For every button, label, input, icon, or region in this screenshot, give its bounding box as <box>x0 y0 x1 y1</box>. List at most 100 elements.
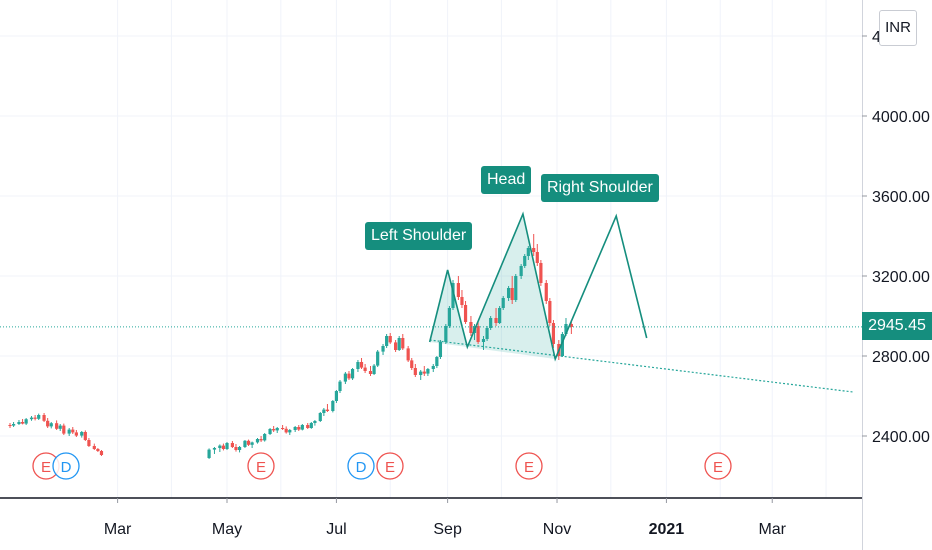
earnings-marker: E <box>376 452 404 480</box>
candle-body <box>523 256 527 266</box>
x-tick-label: Sep <box>433 521 462 538</box>
candle <box>388 333 392 344</box>
candle-body <box>318 413 322 421</box>
candle-body <box>49 423 53 427</box>
candle <box>481 336 486 350</box>
candle-body <box>350 369 355 379</box>
candle <box>506 286 511 301</box>
candle <box>359 358 364 369</box>
candle <box>42 413 46 422</box>
candle <box>318 412 322 422</box>
candle <box>11 422 16 427</box>
candle-body <box>250 442 254 445</box>
candle <box>435 356 439 368</box>
x-tick-label: Mar <box>758 521 786 538</box>
candle <box>17 420 21 425</box>
candle-body <box>476 326 480 342</box>
marker-circle <box>515 452 543 480</box>
candle-body <box>221 445 226 449</box>
candle-body <box>431 366 435 369</box>
marker-circle <box>704 452 732 480</box>
candle <box>29 416 34 421</box>
pattern-line <box>428 211 648 362</box>
candle <box>444 324 448 344</box>
candle-body <box>372 365 376 374</box>
candle-body <box>237 447 242 450</box>
y-tick-label: 2400.00 <box>872 429 930 446</box>
candle <box>401 334 405 350</box>
candle-body <box>234 447 238 450</box>
marker-label: E <box>385 459 395 476</box>
candle-body <box>526 248 530 256</box>
candle-body <box>347 373 351 379</box>
candle-body <box>514 276 518 300</box>
candle-body <box>325 409 330 411</box>
candle <box>225 442 229 450</box>
candle <box>96 448 100 452</box>
candle <box>498 306 502 324</box>
candle-body <box>388 336 392 343</box>
right-shoulder-label: Right Shoulder <box>541 174 659 202</box>
candle <box>221 443 226 451</box>
candle-body <box>451 283 455 308</box>
candle <box>33 415 37 421</box>
x-tick-label: Jul <box>326 521 346 538</box>
marker-circle <box>376 452 404 480</box>
grid <box>0 0 862 498</box>
candle-body <box>42 415 46 421</box>
candle <box>394 340 398 352</box>
candle <box>212 447 217 454</box>
candle-body <box>535 252 539 263</box>
candle <box>92 443 96 450</box>
candle <box>476 322 480 344</box>
candle <box>331 400 335 413</box>
candle <box>485 326 489 341</box>
candle <box>501 296 505 310</box>
candle-body <box>463 305 468 322</box>
candle <box>243 440 247 448</box>
candle-body <box>288 430 292 433</box>
candle <box>406 346 410 362</box>
candle-body <box>494 318 498 323</box>
candle-body <box>8 425 12 426</box>
candle <box>539 260 543 286</box>
candle-body <box>284 428 288 433</box>
candle <box>419 370 423 380</box>
candle-body <box>297 427 301 430</box>
candle <box>297 425 301 431</box>
candle <box>218 444 222 452</box>
y-tick-label: 4000.00 <box>872 109 930 126</box>
marker-label: D <box>61 459 72 476</box>
candle-body <box>413 368 417 375</box>
neckline <box>429 339 854 393</box>
dividend-marker: D <box>52 452 80 480</box>
candle <box>62 423 66 435</box>
candle-body <box>74 432 78 436</box>
marker-label: D <box>356 459 367 476</box>
neckline-line <box>429 339 854 393</box>
y-tick-label: 3200.00 <box>872 269 930 286</box>
candle-body <box>519 266 523 276</box>
candle-body <box>385 336 389 346</box>
candle <box>87 438 91 447</box>
candle-body <box>406 348 410 361</box>
candle <box>350 368 355 380</box>
candle-body <box>544 283 548 301</box>
candle <box>447 306 452 328</box>
candle <box>469 316 473 336</box>
candle-body <box>419 371 423 375</box>
candle-body <box>275 428 279 431</box>
candle <box>510 276 514 304</box>
candle <box>275 427 279 433</box>
candle-body <box>363 367 367 371</box>
candle <box>376 350 380 367</box>
candle <box>356 360 360 372</box>
candle-body <box>460 297 464 305</box>
candle-body <box>309 423 313 428</box>
candle-body <box>422 371 426 374</box>
candle <box>281 425 285 430</box>
x-tick-label: Mar <box>104 521 132 538</box>
candle <box>334 390 339 403</box>
currency-button[interactable]: INR <box>879 10 917 46</box>
candle <box>284 426 288 434</box>
